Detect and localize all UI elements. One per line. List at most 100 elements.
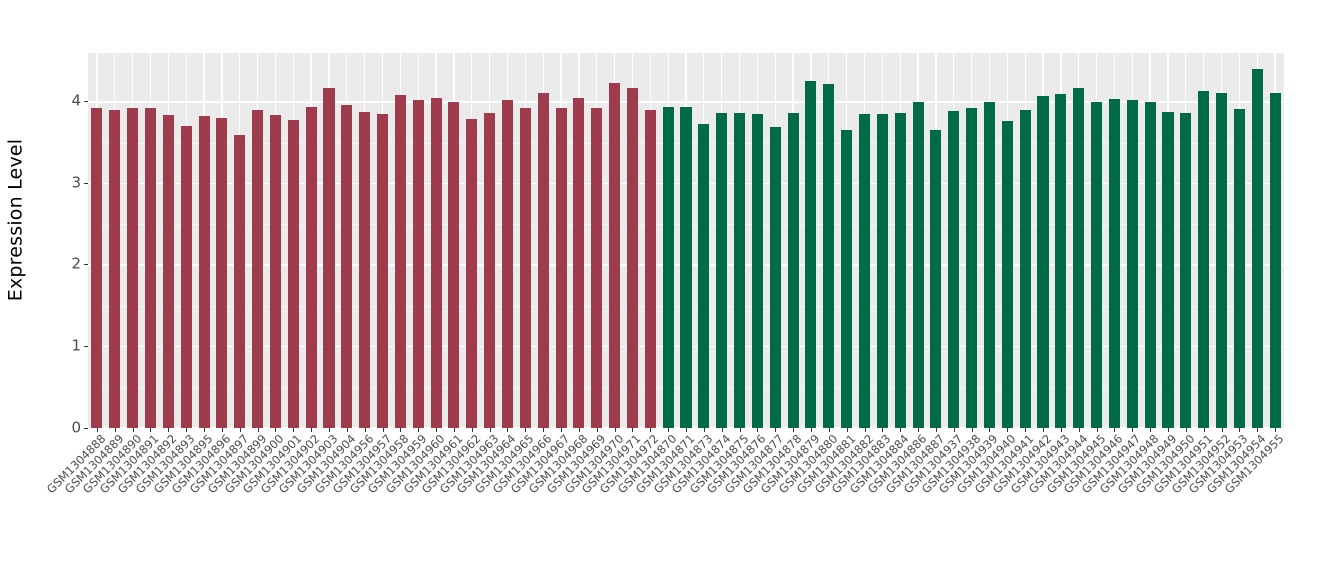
x-axis-tick-mark: [650, 428, 652, 432]
x-axis-tick-mark: [400, 428, 402, 432]
bar: [1037, 96, 1049, 428]
x-axis-tick-mark: [293, 428, 295, 432]
bar: [1144, 101, 1156, 428]
x-axis-tick-mark: [935, 428, 937, 432]
bar: [359, 111, 371, 428]
bar: [698, 123, 710, 428]
x-axis-tick-mark: [1185, 428, 1187, 432]
bar: [555, 107, 567, 428]
bar: [858, 114, 871, 428]
x-axis-tick-mark: [864, 428, 866, 432]
x-axis-tick-mark: [346, 428, 348, 432]
x-axis-tick-mark: [489, 428, 491, 432]
bar: [644, 110, 656, 428]
x-axis-tick-mark: [471, 428, 473, 432]
bar: [680, 106, 692, 428]
x-axis-tick-mark: [1114, 428, 1116, 432]
bar: [1198, 90, 1210, 428]
x-axis-tick-mark: [1150, 428, 1152, 432]
x-axis-tick-mark: [1078, 428, 1080, 432]
bar: [162, 114, 174, 428]
bar: [537, 92, 549, 428]
bar: [966, 107, 978, 428]
bar: [1073, 88, 1085, 428]
x-axis-tick-mark: [1096, 428, 1098, 432]
bar: [751, 114, 763, 428]
bar: [769, 127, 781, 428]
plot-panel: [88, 53, 1284, 428]
x-axis-tick-mark: [918, 428, 920, 432]
bar: [341, 105, 353, 428]
x-axis-labels: GSM1304888 GSM1304889 GSM1304890 GSM1304891…: [44, 432, 1328, 553]
x-axis-tick-mark: [275, 428, 277, 432]
x-axis-tick-mark: [150, 428, 152, 432]
x-axis-tick-mark: [668, 428, 670, 432]
y-axis-tick-label: 2: [71, 254, 81, 273]
y-axis-tick-mark: [84, 101, 88, 103]
bar: [394, 94, 406, 428]
x-axis-tick-mark: [96, 428, 98, 432]
bar-series: [88, 53, 1284, 428]
bar: [912, 101, 924, 428]
bar: [287, 119, 299, 428]
x-axis-tick-mark: [793, 428, 795, 432]
x-axis-tick-mark: [1043, 428, 1044, 432]
x-axis-tick-mark: [114, 428, 116, 432]
bar: [1215, 92, 1228, 428]
y-axis-title: Expression Level: [0, 0, 30, 440]
bar: [805, 80, 817, 428]
bar: [930, 130, 942, 428]
x-axis-tick-mark: [1275, 428, 1277, 432]
bar: [948, 110, 960, 428]
x-axis-tick-mark: [1025, 428, 1027, 432]
bar: [466, 119, 478, 428]
bar: [323, 88, 335, 428]
y-axis-title-label: Expression Level: [4, 138, 26, 302]
bar: [234, 135, 246, 428]
bar: [787, 113, 799, 428]
y-axis-tick-mark: [84, 182, 88, 184]
x-axis-tick-mark: [132, 428, 134, 432]
bar: [180, 126, 192, 428]
x-axis-tick-mark: [418, 428, 420, 432]
x-axis-tick-mark: [543, 428, 545, 432]
bar: [1001, 121, 1013, 428]
bar: [894, 113, 906, 428]
x-axis-tick-mark: [989, 428, 991, 432]
x-axis-tick-mark: [1221, 428, 1223, 432]
bar: [734, 113, 746, 428]
x-axis-tick-mark: [1257, 428, 1259, 432]
x-axis-tick-mark: [221, 428, 223, 432]
bar: [626, 88, 638, 428]
bar: [448, 101, 460, 428]
bar: [1269, 92, 1281, 428]
x-axis-tick-marks: [88, 428, 1284, 433]
bar: [573, 97, 585, 428]
x-axis-tick-mark: [436, 428, 438, 432]
y-axis-tick-mark: [84, 345, 88, 347]
x-axis-tick-mark: [328, 428, 330, 432]
y-axis-tick-label: 4: [71, 91, 81, 110]
x-axis-tick-mark: [1132, 428, 1134, 432]
bar: [716, 113, 728, 428]
y-axis-tick-label: 1: [71, 336, 81, 355]
bar: [841, 130, 853, 428]
x-axis-tick-mark: [686, 428, 687, 432]
bar: [662, 106, 674, 428]
x-axis-tick-mark: [757, 428, 759, 432]
x-axis-tick-mark: [168, 428, 170, 432]
bar: [216, 118, 228, 428]
bar: [609, 83, 621, 428]
bar: [983, 101, 995, 428]
x-axis-tick-mark: [810, 428, 812, 432]
bar: [591, 108, 603, 428]
bar: [1091, 101, 1103, 428]
bar: [1233, 109, 1245, 428]
bar: [430, 97, 442, 428]
x-axis-tick-mark: [1167, 428, 1169, 432]
bar: [252, 110, 264, 428]
x-axis-tick-mark: [578, 428, 580, 432]
x-axis-tick-mark: [900, 428, 902, 432]
bar: [484, 112, 496, 428]
x-axis-tick-mark: [382, 428, 384, 432]
